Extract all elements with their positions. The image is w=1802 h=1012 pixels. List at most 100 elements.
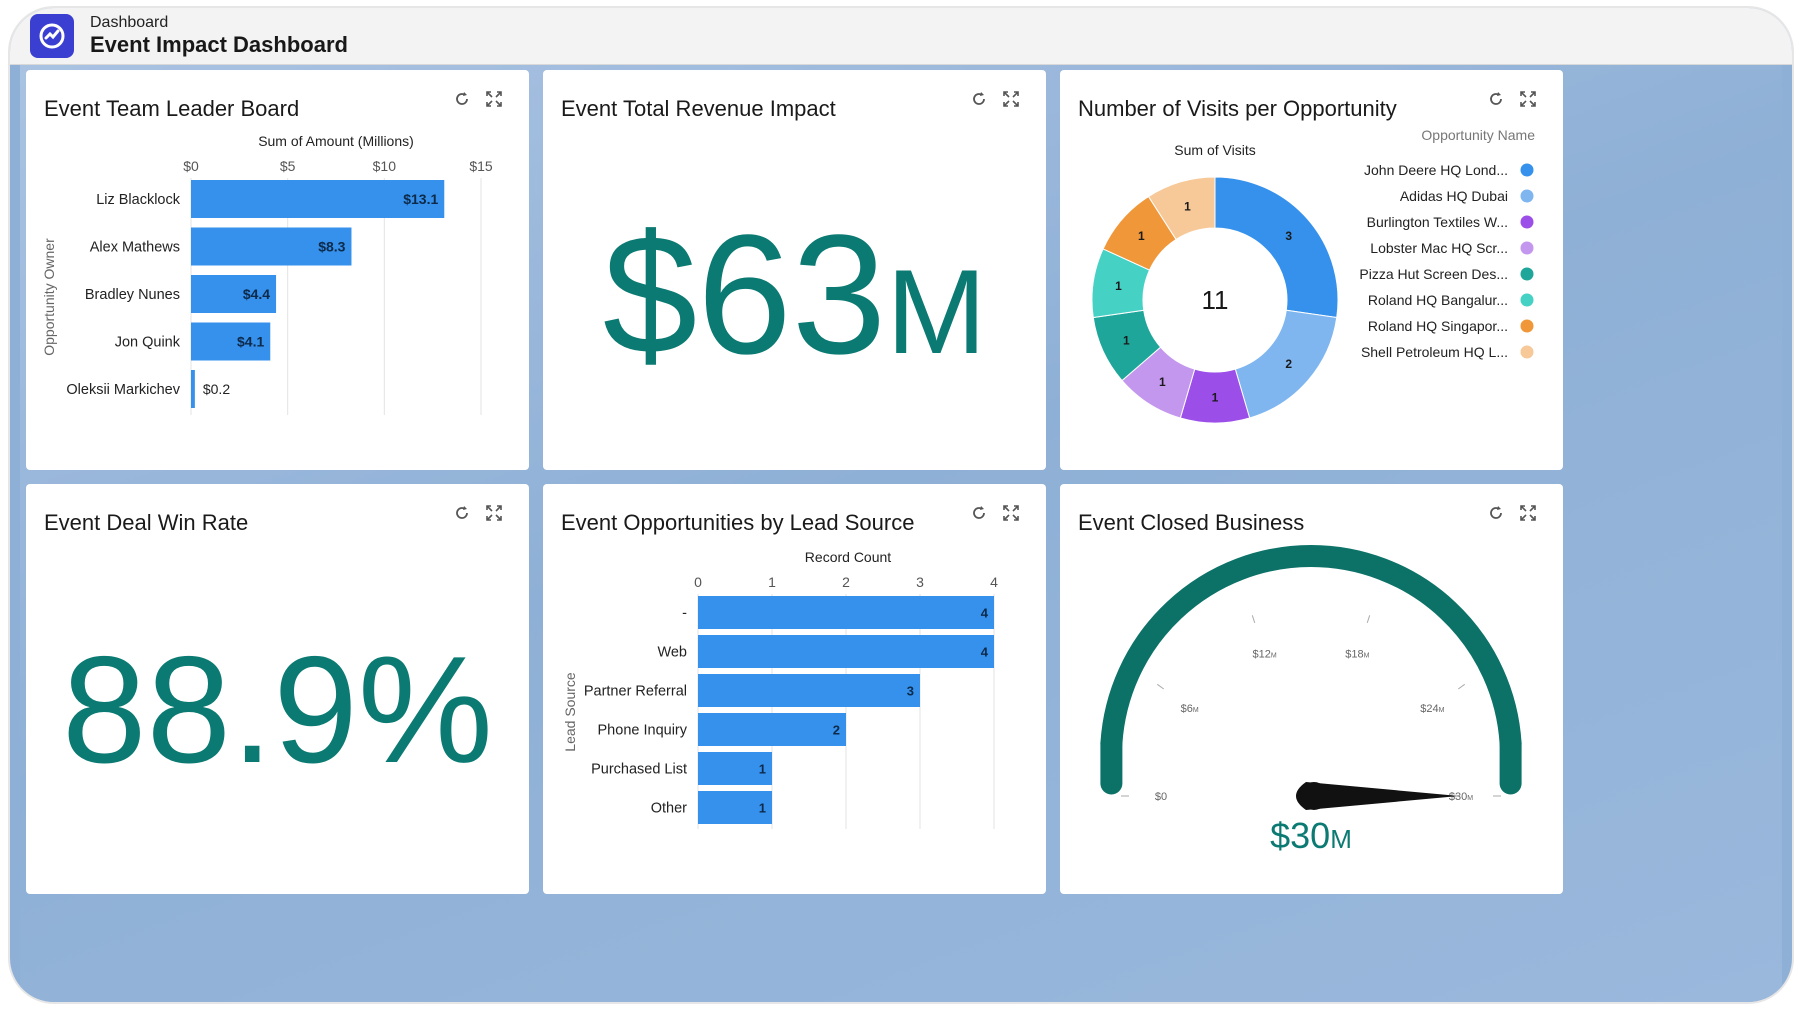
legend-label: Lobster Mac HQ Scr... <box>1370 240 1508 256</box>
data-label: 3 <box>907 684 914 699</box>
bar <box>698 713 846 746</box>
gauge-tick <box>1251 615 1256 624</box>
y-axis-label: Opportunity Owner <box>41 238 57 356</box>
gauge-tick <box>1156 683 1165 690</box>
legend-swatch <box>1520 215 1534 229</box>
slice-label: 1 <box>1123 334 1130 348</box>
bar <box>191 370 195 408</box>
data-label: 2 <box>833 723 840 738</box>
data-label: $4.4 <box>243 286 270 302</box>
bar <box>191 227 352 266</box>
gauge-tick-suffix: M <box>1439 707 1445 714</box>
slice-label: 2 <box>1285 357 1292 371</box>
leadsource-chart: Record Count 0 1 2 3 4 Lead Source - 4 Web 4 Partne… <box>562 549 998 829</box>
x-tick-label: $15 <box>469 158 493 174</box>
dashboard-window: Dashboard Event Impact Dashboard Event T… <box>10 8 1792 1002</box>
refresh-icon[interactable] <box>970 504 988 522</box>
x-tick-label: $5 <box>280 158 296 174</box>
gauge-tick-suffix: M <box>1193 707 1199 714</box>
card-title: Event Closed Business <box>1078 510 1305 535</box>
donut-slice <box>1214 176 1339 319</box>
gauge-needle <box>1296 782 1459 810</box>
refresh-icon[interactable] <box>453 504 471 522</box>
expand-icon[interactable] <box>1002 504 1020 522</box>
legend-swatch <box>1520 319 1534 333</box>
dashboard-grid: Event Team Leader Board Sum of Amount (M… <box>20 65 1782 1002</box>
legend-label: Roland HQ Bangalur... <box>1368 292 1508 308</box>
donut-slice <box>1147 176 1216 241</box>
gauge-arc <box>1100 545 1522 755</box>
category-label: Bradley Nunes <box>85 287 180 303</box>
refresh-icon[interactable] <box>1487 504 1505 522</box>
expand-icon[interactable] <box>485 90 503 108</box>
expand-icon[interactable] <box>1519 504 1537 522</box>
gauge-tick-suffix: M <box>1364 652 1370 659</box>
data-label: $8.3 <box>318 239 345 255</box>
category-label: Liz Blacklock <box>96 192 181 208</box>
card-winrate: Event Deal Win Rate 88.9% <box>26 484 529 894</box>
refresh-icon[interactable] <box>453 90 471 108</box>
bar <box>698 635 994 668</box>
bar <box>698 596 994 629</box>
gauge-tick-label: $0 <box>1155 791 1167 803</box>
header-subtitle: Dashboard <box>90 14 169 31</box>
data-label: 4 <box>981 606 989 621</box>
data-label: $0.2 <box>203 381 230 397</box>
gauge-tick-label: $30M <box>1449 791 1473 803</box>
refresh-icon[interactable] <box>970 90 988 108</box>
data-label: $4.1 <box>237 334 264 350</box>
x-tick-label: 0 <box>694 574 702 590</box>
winrate-kpi-value: 88.9% <box>62 625 493 795</box>
slice-label: 1 <box>1138 229 1145 243</box>
expand-icon[interactable] <box>1519 90 1537 108</box>
legend-swatch <box>1520 189 1534 203</box>
gauge-tick-label: $18M <box>1345 648 1369 660</box>
closed-gauge-chart: $0 $6M $12M $18M $24M $30M $30M <box>1100 545 1522 856</box>
legend-label: Pizza Hut Screen Des... <box>1359 266 1508 282</box>
expand-icon[interactable] <box>1002 90 1020 108</box>
gauge-tick-suffix: M <box>1271 652 1277 659</box>
x-tick-label: $10 <box>373 158 397 174</box>
bar <box>698 674 920 707</box>
gauge-tick <box>1457 683 1466 690</box>
gauge-value-suffix: M <box>1330 824 1352 854</box>
gauge-tick-label: $12M <box>1253 648 1277 660</box>
refresh-icon[interactable] <box>1487 90 1505 108</box>
legend-swatch <box>1520 163 1534 177</box>
bar <box>698 791 772 824</box>
x-axis-label: Sum of Amount (Millions) <box>258 133 414 149</box>
x-axis-label: Record Count <box>805 549 891 565</box>
category-label: Purchased List <box>591 762 687 778</box>
legend-swatch <box>1520 241 1534 255</box>
revenue-kpi-suffix: M <box>886 245 987 379</box>
x-tick-label: 3 <box>916 574 924 590</box>
legend-label: Shell Petroleum HQ L... <box>1361 344 1508 360</box>
gauge-needle-hub <box>1300 782 1328 810</box>
data-label: $13.1 <box>403 191 438 207</box>
donut-center-total: 11 <box>1202 285 1229 315</box>
card-title: Number of Visits per Opportunity <box>1078 96 1397 121</box>
card-title: Event Total Revenue Impact <box>561 96 836 121</box>
category-label: Alex Mathews <box>90 240 180 256</box>
leaderboard-chart: Sum of Amount (Millions) $0 $5 $10 $15 Opport… <box>41 133 493 415</box>
category-label: Web <box>657 645 687 661</box>
category-label: - <box>682 606 687 622</box>
x-tick-label: 1 <box>768 574 776 590</box>
slice-label: 1 <box>1159 375 1166 389</box>
revenue-kpi-value: $63 <box>602 200 887 390</box>
data-label: 1 <box>759 762 766 777</box>
card-leadsource: Event Opportunities by Lead Source Recor… <box>543 484 1046 894</box>
legend-swatch <box>1520 345 1534 359</box>
donut-label: Sum of Visits <box>1174 142 1255 158</box>
category-label: Phone Inquiry <box>598 723 688 739</box>
card-title: Event Opportunities by Lead Source <box>561 510 915 535</box>
x-tick-label: 4 <box>990 574 998 590</box>
expand-icon[interactable] <box>485 504 503 522</box>
x-tick-label: $0 <box>183 158 199 174</box>
legend-label: Roland HQ Singapor... <box>1368 318 1508 334</box>
bar <box>698 752 772 785</box>
legend-label: Adidas HQ Dubai <box>1400 188 1508 204</box>
legend-title: Opportunity Name <box>1421 127 1535 143</box>
dashboard-header: Dashboard Event Impact Dashboard <box>10 8 1792 65</box>
